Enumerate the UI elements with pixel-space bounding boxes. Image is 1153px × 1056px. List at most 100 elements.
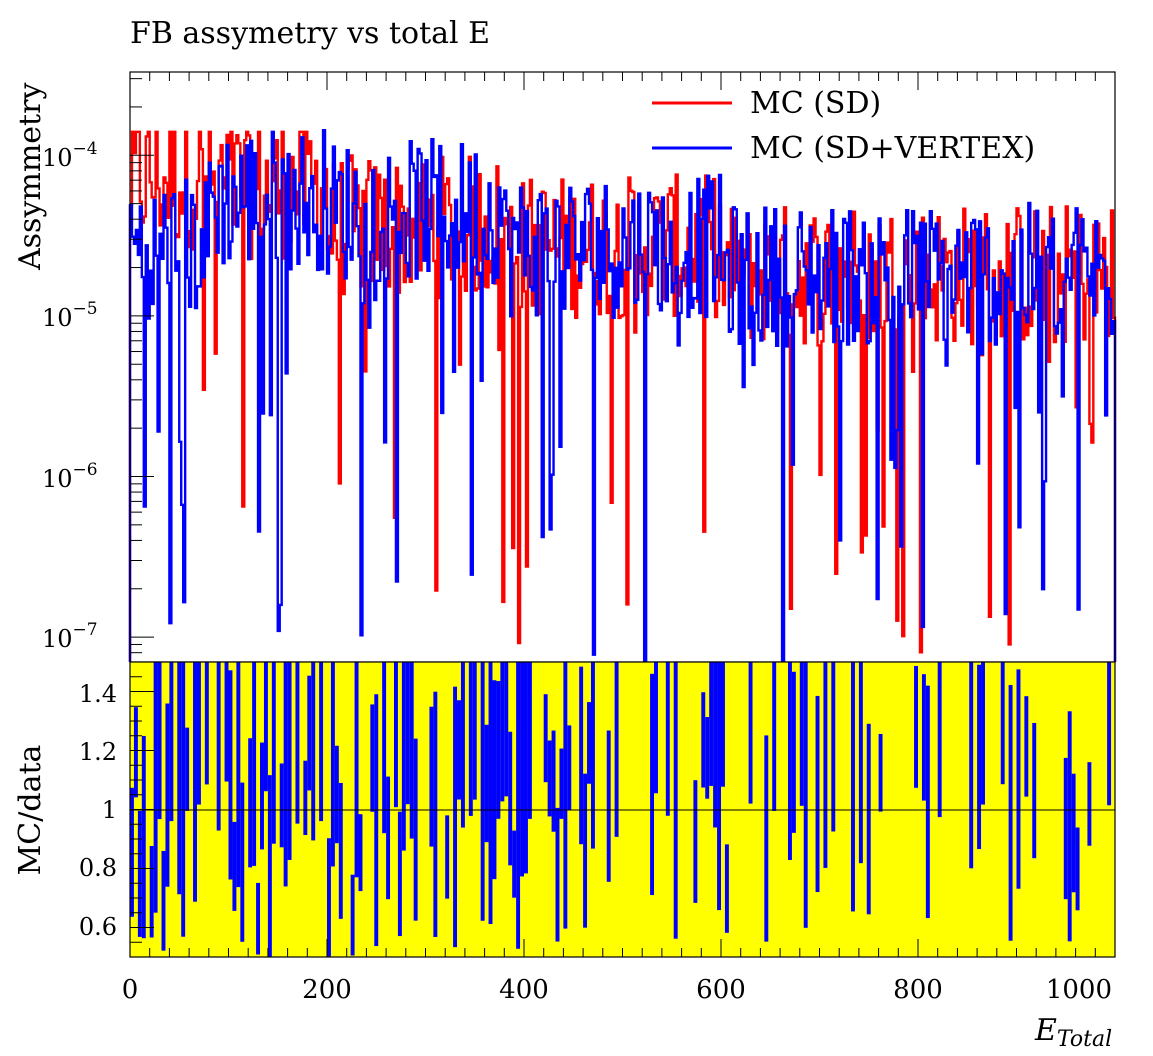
x-axis-label: ETotal	[1034, 1013, 1112, 1052]
y-tick-exponent: −7	[73, 620, 98, 640]
ratio-bin	[196, 662, 201, 805]
ratio-bin	[409, 662, 414, 839]
ratio-bin	[496, 681, 501, 819]
ratio-bin	[457, 700, 461, 800]
ratio-tick-1: 1	[102, 796, 117, 824]
ratio-bin	[1075, 827, 1080, 911]
ratio-bin	[358, 814, 363, 892]
ratio-bin	[149, 845, 154, 938]
ratio-bin	[520, 662, 524, 877]
ratio-bin	[397, 811, 402, 937]
ratio-bin	[831, 662, 836, 832]
ratio-bin	[216, 662, 221, 831]
y-tick-label-1e-4: 10−4	[42, 139, 98, 172]
ratio-bin	[1071, 773, 1076, 893]
ratio-bin	[567, 725, 572, 811]
x-tick-600: 600	[696, 975, 746, 1005]
ratio-bin	[468, 662, 473, 816]
ratio-bin	[1032, 722, 1037, 859]
ratio-tick-1.4: 1.4	[79, 680, 117, 708]
y-axis-label-top: Assymmetry	[13, 83, 48, 271]
ratio-bin	[157, 662, 162, 820]
ratio-bin	[787, 662, 792, 860]
ratio-bin	[721, 662, 725, 787]
series-mc-sdv-line	[128, 129, 1117, 663]
ratio-bin	[330, 662, 335, 867]
x-axis-label-base: E	[1034, 1013, 1057, 1048]
ratio-bin	[724, 844, 729, 933]
y-tick-mantissa: 10	[42, 144, 73, 172]
ratio-bin	[508, 731, 513, 866]
y-tick-labels-bottom: 0.6 0.8 1 1.2 1.4	[79, 680, 117, 941]
ratio-bin	[713, 662, 718, 828]
ratio-bin	[748, 662, 753, 804]
ratio-bin	[141, 735, 146, 939]
ratio-bin	[606, 730, 611, 882]
ratio-bin	[977, 664, 982, 850]
y-axis-label-bottom: MC/data	[13, 744, 48, 875]
legend-label-sd: MC (SD)	[750, 86, 881, 121]
ratio-bin	[791, 671, 796, 833]
ratio-bin	[1016, 669, 1021, 889]
axis-ticks	[129, 72, 1116, 958]
ratio-bin	[559, 748, 564, 819]
ratio-bin	[240, 782, 245, 942]
ratio-bin	[260, 742, 264, 850]
ratio-bin	[590, 662, 595, 849]
ratio-bin	[981, 662, 985, 805]
ratio-bin	[338, 782, 343, 919]
legend-label-sdv: MC (SD+VERTEX)	[750, 131, 1035, 166]
ratio-bin	[193, 662, 197, 902]
ratio-bin	[204, 662, 209, 785]
ratio-bin	[1067, 711, 1072, 942]
ratio-bin	[512, 830, 517, 898]
ratio-bin	[271, 662, 276, 844]
ratio-bin	[161, 850, 166, 951]
ratio-bin	[354, 662, 359, 878]
ratio-bin	[287, 662, 292, 860]
ratio-bin	[524, 662, 528, 874]
ratio-bin	[279, 763, 284, 848]
legend: MC (SD) MC (SD+VERTEX)	[652, 86, 1035, 166]
y-tick-mantissa: 10	[42, 465, 73, 493]
ratio-tick-0.6: 0.6	[79, 913, 117, 941]
ratio-bin	[153, 662, 158, 913]
ratio-bin	[327, 838, 331, 957]
ratio-bin	[823, 662, 828, 868]
ratio-bin	[263, 662, 268, 792]
y-tick-label-1e-5: 10−5	[42, 299, 98, 332]
ratio-bin	[504, 662, 509, 797]
ratio-bin	[401, 662, 406, 851]
ratio-bin	[1107, 662, 1112, 806]
x-tick-0: 0	[122, 975, 139, 1005]
ratio-bin	[252, 662, 257, 866]
y-tick-mantissa: 10	[42, 304, 73, 332]
ratio-bin	[851, 662, 855, 912]
ratio-bin	[547, 740, 552, 817]
ratio-bin	[248, 738, 253, 868]
x-axis-label-subscript: Total	[1057, 1027, 1112, 1052]
ratio-bin	[764, 735, 769, 942]
ratio-bin	[429, 706, 434, 847]
ratio-bin	[413, 738, 418, 921]
ratio-bin	[480, 662, 485, 921]
ratio-bin	[543, 694, 548, 783]
ratio-bin	[583, 773, 588, 928]
ratio-bin	[350, 874, 355, 956]
ratio-bin	[181, 662, 186, 937]
ratio-bin	[236, 662, 241, 888]
ratio-bin	[370, 704, 375, 812]
ratio-bin	[185, 727, 190, 811]
ratio-bin	[527, 662, 532, 819]
ratio-bin	[803, 662, 808, 928]
ratio-bin	[283, 662, 288, 887]
ratio-bin	[799, 662, 804, 806]
ratio-bin	[334, 745, 339, 844]
ratio-bin	[267, 775, 272, 957]
ratio-bin	[555, 807, 560, 942]
ratio-bin	[878, 733, 883, 812]
ratio-bin	[492, 680, 497, 880]
ratio-bin	[772, 662, 777, 811]
y-tick-exponent: −4	[73, 139, 98, 159]
ratio-tick-1.2: 1.2	[79, 738, 117, 766]
